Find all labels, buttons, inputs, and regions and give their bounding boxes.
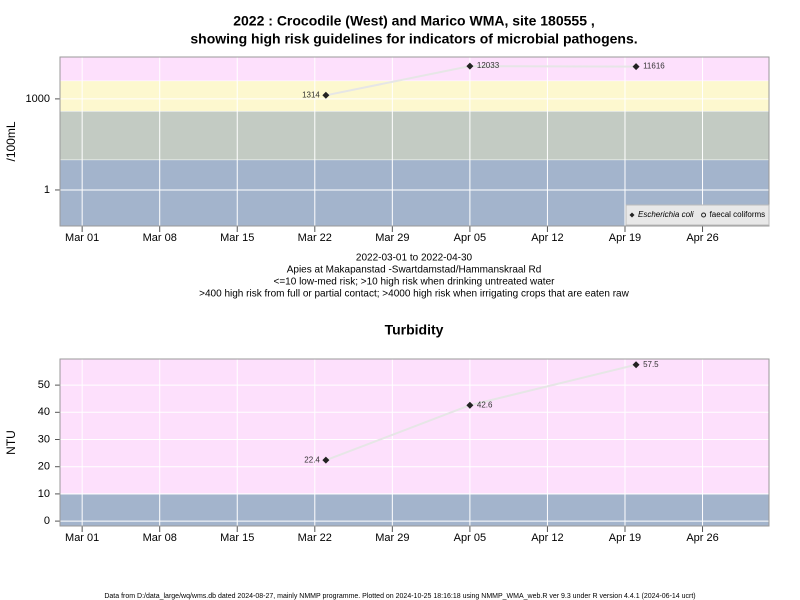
x-tick-label: Mar 01: [65, 532, 99, 544]
x-tick-label: Apr 26: [686, 532, 718, 544]
x-tick-label: Apr 12: [531, 232, 563, 244]
legend-marker: [629, 212, 635, 218]
data-label: 12033: [477, 61, 500, 70]
risk-band: [60, 110, 769, 160]
x-tick-label: Mar 08: [143, 532, 177, 544]
y-tick-label: 40: [38, 406, 50, 418]
x-tick-label: Apr 19: [609, 532, 641, 544]
data-label: 42.6: [477, 400, 493, 409]
plot-border: [59, 358, 770, 527]
risk-band: [60, 80, 769, 111]
y-tick-label: 1: [44, 184, 50, 196]
x-tick-label: Mar 15: [220, 532, 254, 544]
data-label: 22.4: [304, 455, 320, 464]
data-point: [632, 361, 640, 369]
x-tick-label: Mar 15: [220, 232, 254, 244]
data-label: 1314: [302, 90, 320, 99]
y-axis-label: NTU: [4, 430, 18, 455]
x-tick-label: Mar 29: [375, 232, 409, 244]
y-tick-label: 50: [38, 379, 50, 391]
y-tick-label: 1000: [26, 93, 50, 105]
legend-label: Escherichia coli: [638, 210, 694, 219]
data-point: [466, 401, 474, 409]
chart-title: Turbidity: [385, 322, 444, 338]
data-label: 57.5: [643, 360, 659, 369]
legend-label: faecal coliforms: [710, 210, 766, 219]
x-tick-label: Mar 22: [298, 232, 332, 244]
note: >400 high risk from full or partial cont…: [199, 289, 629, 300]
footer: Data from D:/data_large/wq/wms.db dated …: [104, 593, 695, 600]
note: 2022-03-01 to 2022-04-30: [356, 253, 473, 264]
data-point: [466, 62, 474, 70]
y-axis-label: /100mL: [4, 121, 18, 161]
x-tick-label: Apr 05: [454, 232, 486, 244]
x-tick-label: Mar 29: [375, 532, 409, 544]
data-point: [322, 91, 330, 99]
y-tick-label: 0: [44, 515, 50, 527]
chart-title: showing high risk guidelines for indicat…: [190, 31, 637, 47]
x-tick-label: Apr 05: [454, 532, 486, 544]
x-tick-label: Apr 26: [686, 232, 718, 244]
x-tick-label: Mar 08: [143, 232, 177, 244]
legend-marker: [701, 212, 707, 218]
note: Apies at Makapanstad -Swartdamstad/Hamma…: [287, 265, 542, 276]
y-tick-label: 20: [38, 461, 50, 473]
x-tick-label: Mar 01: [65, 232, 99, 244]
data-label: 11616: [643, 62, 665, 71]
plot-border: [59, 56, 770, 227]
note: <=10 low-med risk; >10 high risk when dr…: [274, 277, 556, 288]
y-tick-label: 10: [38, 488, 50, 500]
x-tick-label: Mar 22: [298, 532, 332, 544]
x-tick-label: Apr 12: [531, 532, 563, 544]
data-point: [322, 456, 330, 464]
legend-box: [625, 204, 770, 226]
chart-title: 2022 : Crocodile (West) and Marico WMA, …: [233, 13, 595, 29]
x-tick-label: Apr 19: [609, 232, 641, 244]
data-point: [632, 63, 640, 71]
y-tick-label: 30: [38, 433, 50, 445]
